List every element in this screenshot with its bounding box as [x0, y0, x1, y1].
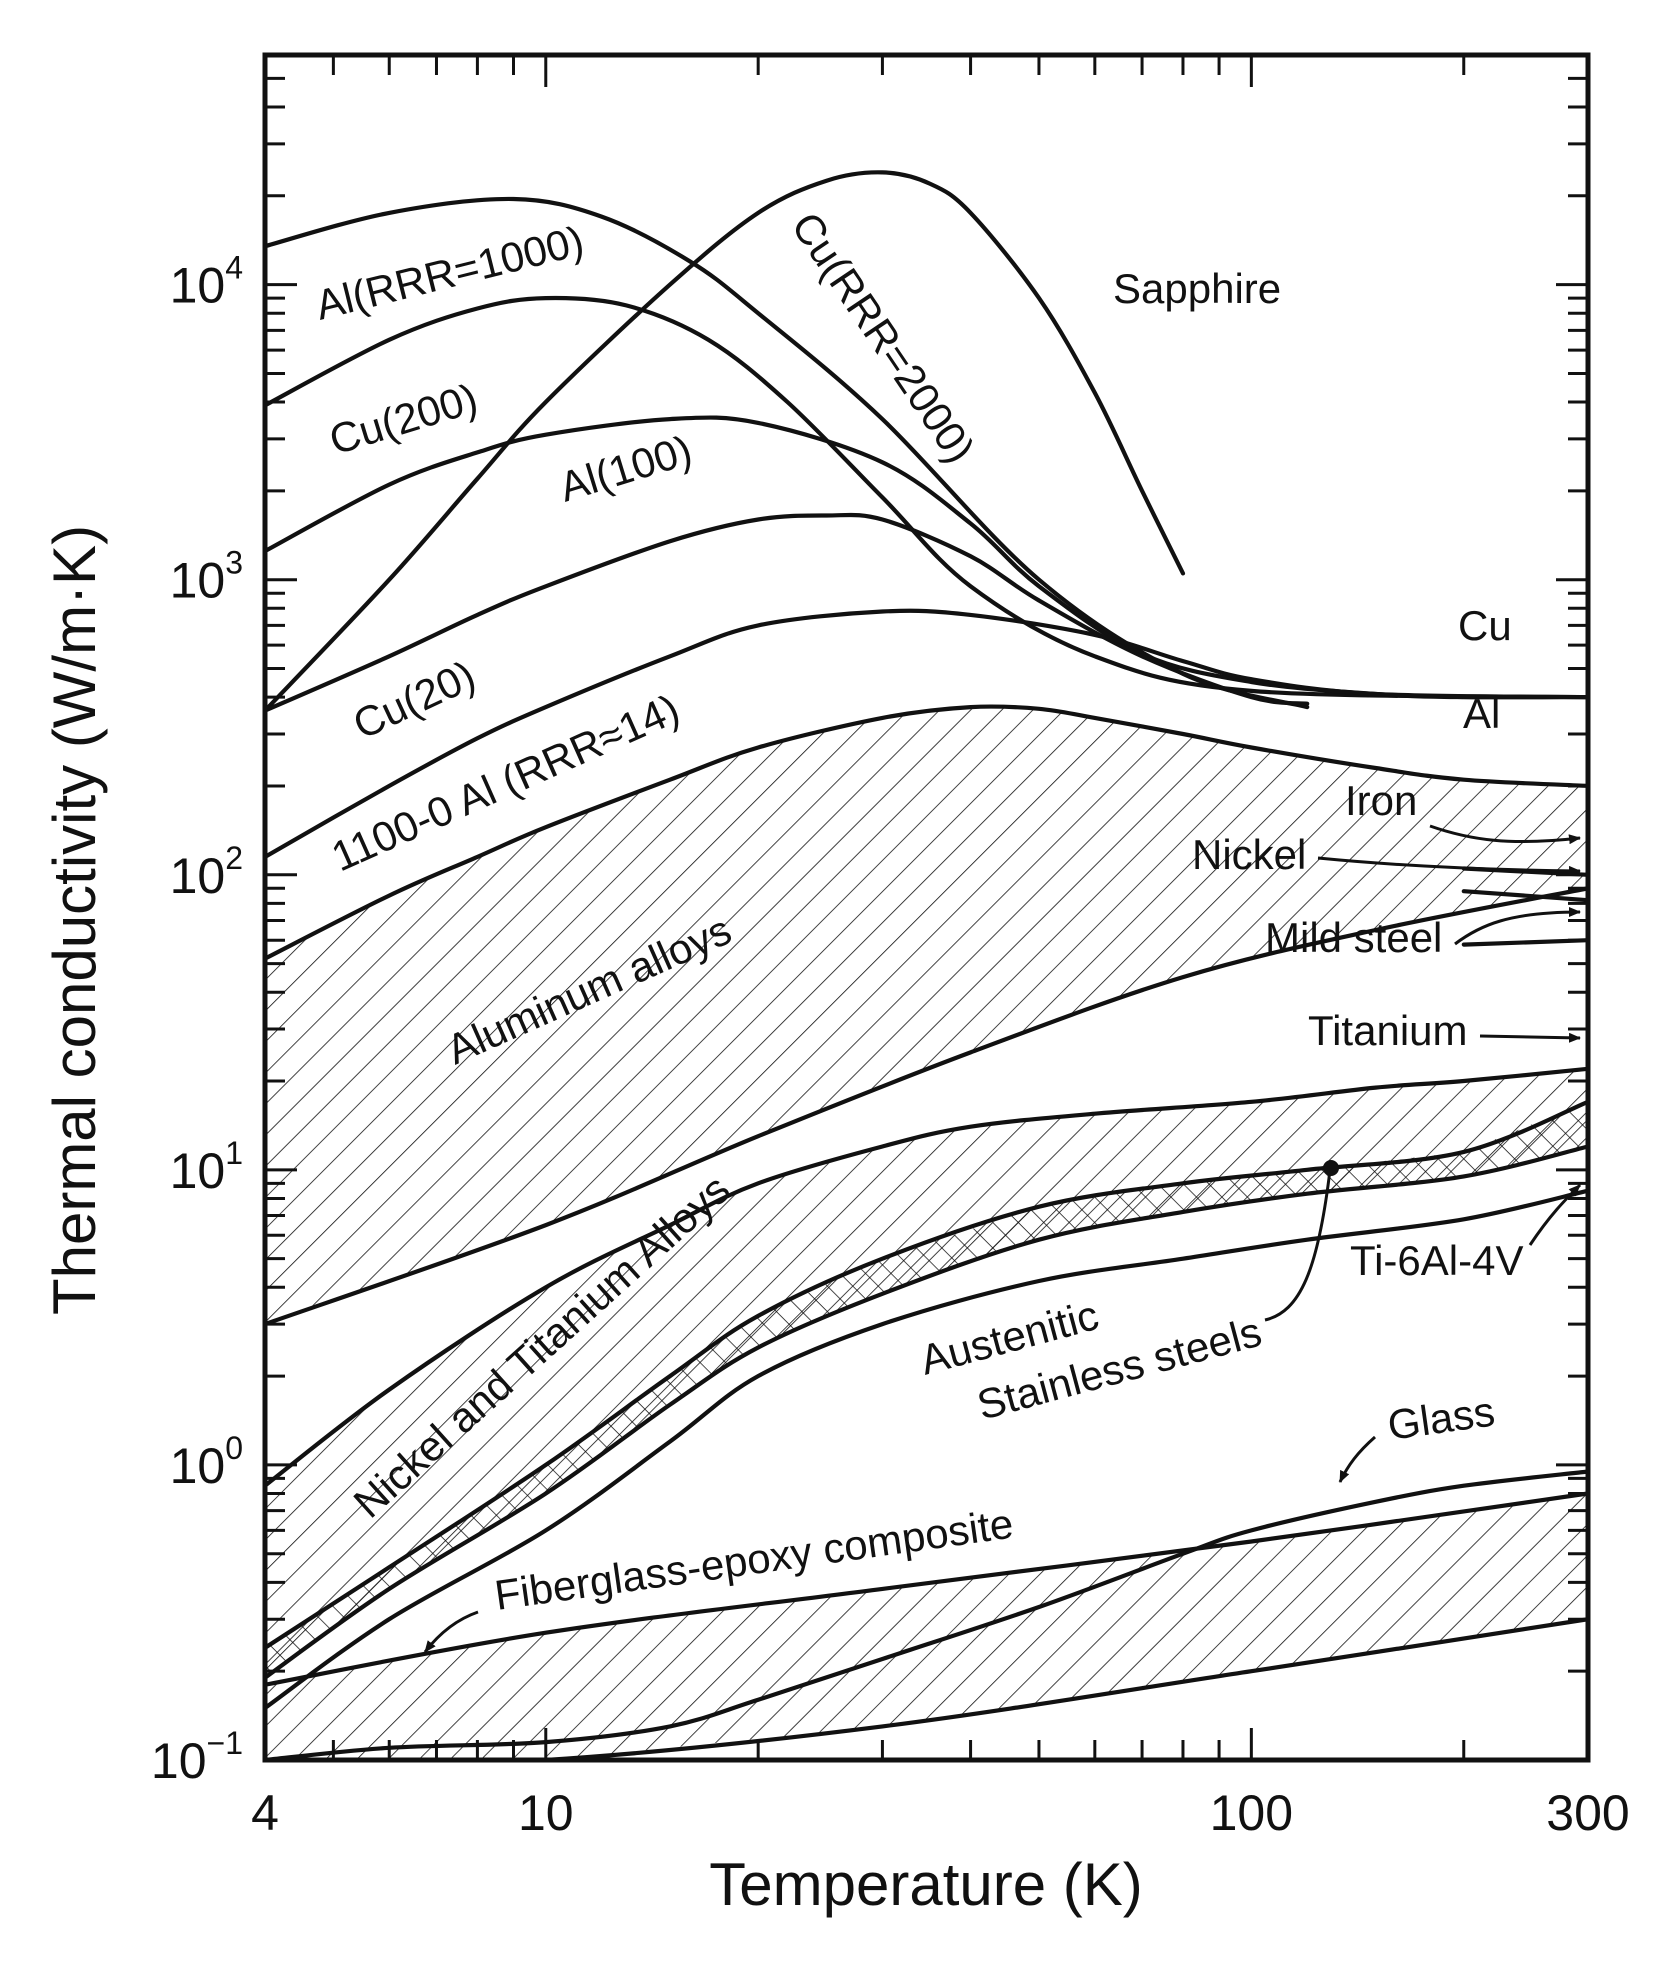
band-fiberglass-epoxy — [265, 1493, 1588, 1760]
x-tick-label: 300 — [1546, 1785, 1629, 1841]
label-cu-200: Cu(200) — [324, 374, 483, 463]
label-nickel: Nickel — [1192, 831, 1306, 878]
curve-titanium-nickel-and-titanium-alloys-upper-bound — [265, 1066, 1588, 1488]
label-al-100: Al(100) — [554, 426, 697, 511]
curve-fiberglass-epoxy-composite-lower — [507, 1617, 1588, 1760]
label-glass: Glass — [1385, 1387, 1498, 1448]
label-al: Al — [1463, 690, 1500, 737]
y-tick-label-base: 10 — [170, 848, 226, 904]
label-iron: Iron — [1345, 777, 1417, 824]
label-mild-steel: Mild steel — [1265, 914, 1442, 961]
curve-glass — [265, 1469, 1588, 1760]
y-axis-label: Thermal conductivity (W/m·K) — [41, 525, 108, 1315]
curve-austenitic-stainless-steels-lower-nickel-and-titanium-alloys-lower-bound — [265, 1144, 1588, 1680]
y-tick-label-base: 10 — [170, 258, 226, 314]
arrow-stainless-steels — [1264, 1169, 1332, 1322]
label-titanium: Titanium — [1308, 1007, 1468, 1054]
y-tick-label: 10−1 — [151, 1725, 243, 1789]
curve-austenitic-stainless-steels-upper — [265, 1099, 1588, 1650]
curve-sapphire — [265, 170, 1186, 713]
x-tick-labels: 4 10 100 300 — [251, 1785, 1630, 1841]
y-tick-label-base: 10 — [170, 1438, 226, 1494]
band-austenitic-stainless-steels — [265, 1101, 1588, 1678]
curve-ti-6al-4v — [265, 1188, 1588, 1711]
label-ti-6al-4v: Ti-6Al-4V — [1350, 1237, 1523, 1284]
arrow-titanium — [1479, 1032, 1581, 1043]
x-tick-label: 100 — [1210, 1785, 1293, 1841]
label-cu: Cu — [1458, 602, 1512, 649]
arrow-mild-steel — [1454, 907, 1581, 946]
x-tick-label: 10 — [518, 1785, 574, 1841]
curve-cu-rrr-2000 — [265, 295, 1588, 700]
arrow-ti-6al-4v — [1528, 1183, 1582, 1246]
arrow-glass — [1338, 1435, 1376, 1483]
y-tick-label: 104 — [170, 250, 243, 314]
curve-mild-steel — [1461, 938, 1588, 947]
label-al-rrr-1000: Al(RRR=1000) — [311, 217, 589, 329]
label-sapphire: Sapphire — [1113, 265, 1281, 312]
curve-fiberglass-epoxy-composite-upper — [265, 1491, 1588, 1687]
band-aluminum-alloys — [265, 707, 1588, 1325]
y-tick-label: 102 — [170, 840, 243, 904]
x-axis-label: Temperature (K) — [709, 1851, 1142, 1918]
y-tick-label-exponent: −1 — [207, 1725, 243, 1761]
plot-frame — [262, 52, 1591, 1763]
y-tick-label: 101 — [170, 1135, 243, 1199]
arrow-iron — [1429, 824, 1581, 845]
y-tick-label: 103 — [170, 545, 243, 609]
y-tick-label-exponent: 0 — [225, 1430, 243, 1466]
y-tick-label-base: 10 — [170, 1143, 226, 1199]
y-tick-label-exponent: 2 — [225, 840, 243, 876]
arrow-fiberglass — [423, 1610, 479, 1653]
y-tick-label-exponent: 4 — [225, 250, 243, 286]
label-cu-rrr-2000: Cu(RRR=2000) — [783, 204, 984, 471]
curve-nickel — [1461, 889, 1588, 903]
arrow-nickel — [1317, 856, 1581, 876]
band-nickel-titanium-alloys — [265, 1068, 1588, 1678]
y-tick-label-base: 10 — [151, 1733, 207, 1789]
y-tick-label-exponent: 3 — [225, 545, 243, 581]
hatched-bands — [265, 707, 1588, 1760]
curve-al-100 — [265, 512, 1310, 713]
curve-1100-0-al-rrr-14 — [265, 704, 1588, 961]
curve-aluminum-alloys-lower-bound — [265, 886, 1588, 1327]
stainless-steels-pointer-dot — [1323, 1160, 1339, 1176]
x-tick-label: 4 — [251, 1785, 279, 1841]
y-tick-label-base: 10 — [170, 553, 226, 609]
y-tick-label: 100 — [170, 1430, 243, 1494]
y-tick-label-exponent: 1 — [225, 1135, 243, 1171]
curve-cu-20 — [265, 608, 1588, 859]
